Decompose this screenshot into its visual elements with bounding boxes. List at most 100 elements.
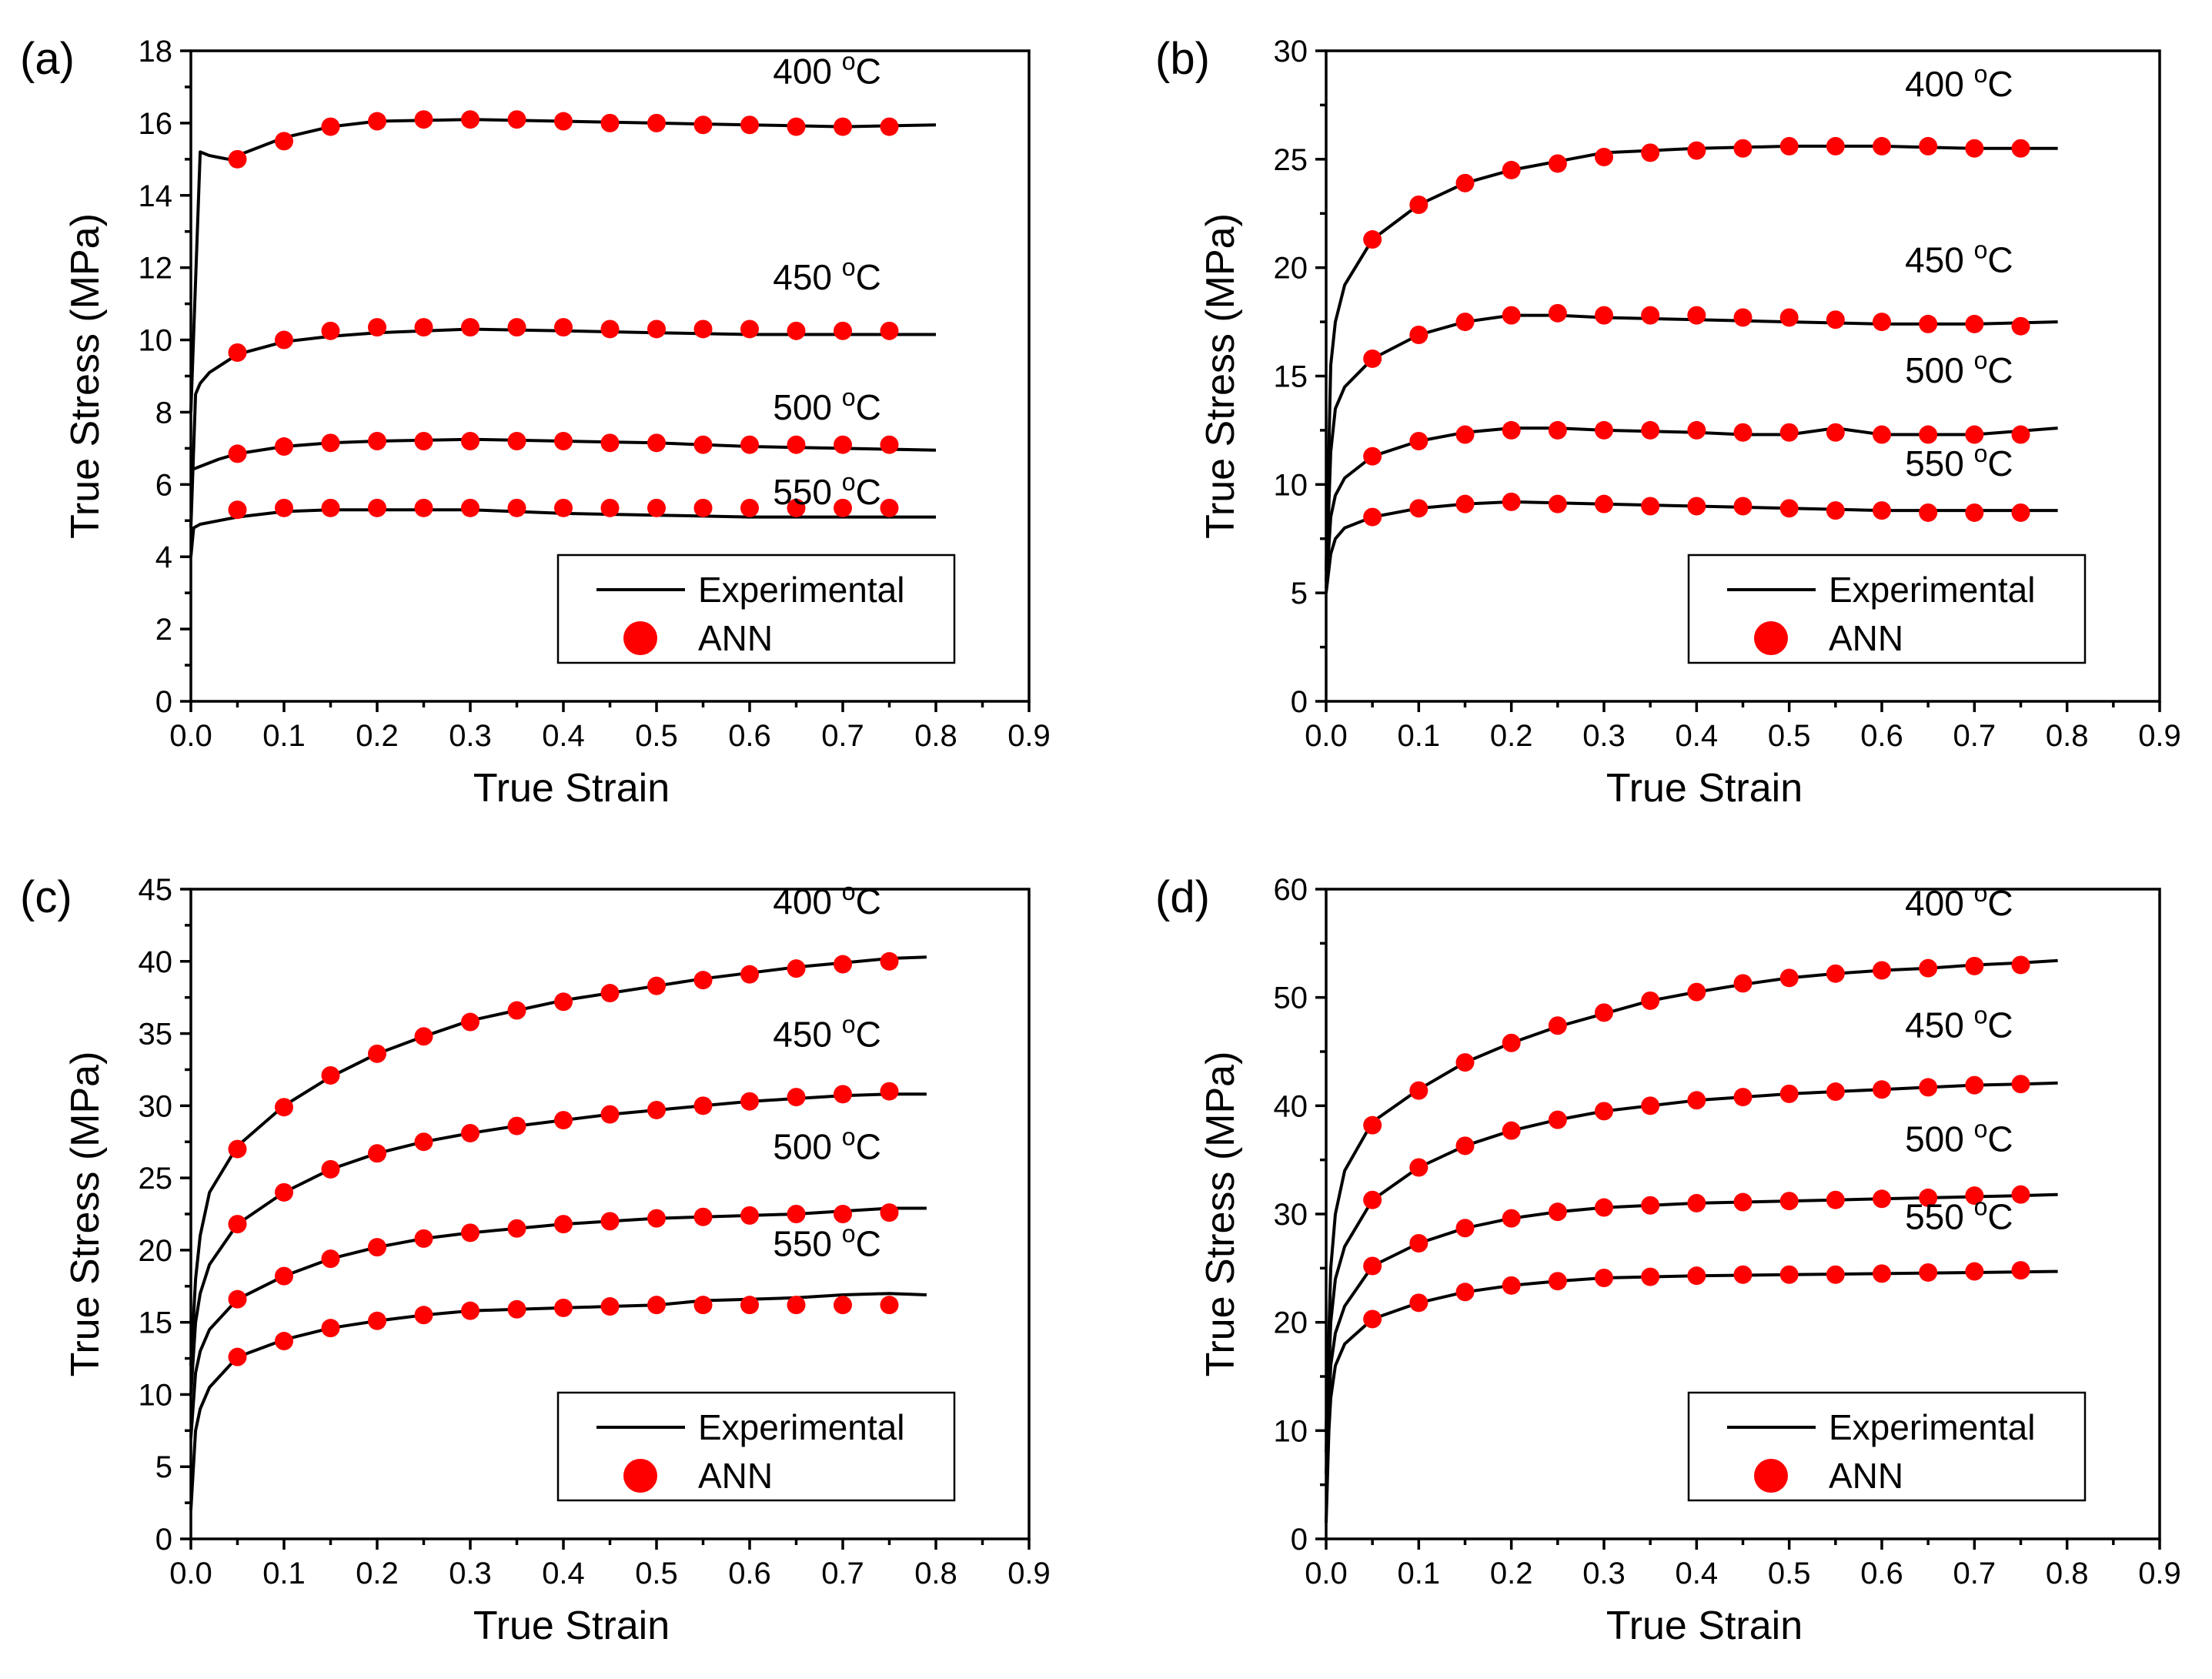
panel-b: 0.0 0.1 0.2 0.3 0.4 0.5 0.6 0.7 0.8 0.9 0 5 10 15 20 25… xyxy=(1155,34,2181,811)
ann-point xyxy=(1455,425,1475,444)
ann-point xyxy=(1873,1080,1891,1099)
series-500: 500 oC xyxy=(1325,346,2058,589)
legend: Experimental ANN xyxy=(556,1391,956,1502)
ann-point xyxy=(1409,1293,1428,1313)
y-tick-label: 0 xyxy=(1291,1523,1308,1557)
ann-point xyxy=(1965,1186,1984,1206)
ann-point xyxy=(880,1203,899,1222)
ann-point xyxy=(321,433,340,453)
x-tick-label: 0.5 xyxy=(1768,719,1811,753)
ann-point xyxy=(787,1296,806,1315)
x-tick-label: 0.0 xyxy=(1305,1557,1348,1590)
ann-point xyxy=(1363,349,1382,368)
legend-ann-label: ANN xyxy=(698,1456,773,1496)
ann-point xyxy=(1502,1209,1521,1228)
legend-ann-label: ANN xyxy=(1829,618,1903,658)
ann-point xyxy=(1641,497,1660,516)
ann-point xyxy=(1595,1268,1613,1287)
ann-point xyxy=(1919,136,1938,156)
ann-point xyxy=(600,1105,620,1124)
series-label: 550 oC xyxy=(1905,440,2013,483)
ann-point xyxy=(321,117,340,136)
ann-point xyxy=(414,498,433,517)
ann-point xyxy=(600,1212,620,1231)
legend: Experimental ANN xyxy=(1687,554,2087,664)
y-tick-label: 25 xyxy=(1274,143,1308,177)
x-tick-label: 0.5 xyxy=(1768,1557,1811,1590)
ann-point xyxy=(275,1098,293,1117)
ann-point xyxy=(1826,1190,1845,1209)
ann-point xyxy=(1733,497,1753,516)
ann-point xyxy=(1873,501,1891,520)
ann-point xyxy=(507,110,526,129)
ann-point xyxy=(1919,1263,1938,1282)
y-tick-label: 10 xyxy=(139,324,173,358)
ann-point xyxy=(507,1219,526,1238)
ann-point xyxy=(1733,974,1753,993)
x-tick-label: 0.2 xyxy=(356,1557,399,1590)
series-450: 450 oC xyxy=(1325,236,2058,583)
ann-point xyxy=(1363,1190,1382,1209)
ann-point xyxy=(1409,1158,1428,1177)
y-axis-title: True Stress (MPa) xyxy=(63,213,108,539)
ann-point xyxy=(1779,1192,1799,1211)
ann-point xyxy=(740,1092,759,1111)
ann-point xyxy=(1965,425,1984,444)
ann-point xyxy=(507,432,526,450)
x-tick-label: 0.2 xyxy=(356,719,399,753)
ann-point xyxy=(275,330,293,350)
series-label: 450 oC xyxy=(1905,1002,2013,1045)
ann-point xyxy=(1687,1266,1706,1286)
panel-d: 0.0 0.1 0.2 0.3 0.4 0.5 0.6 0.7 0.8 0.9 0 10 20 30 40 5… xyxy=(1155,872,2181,1648)
ann-point xyxy=(880,1296,899,1315)
ann-point xyxy=(1687,420,1706,440)
ann-point xyxy=(275,1182,293,1202)
x-tick-label: 0.6 xyxy=(1860,719,1903,753)
y-tick-label: 5 xyxy=(155,1450,172,1484)
x-tick-label: 0.4 xyxy=(542,1557,585,1590)
legend-dot-swatch xyxy=(623,1459,657,1493)
ann-point xyxy=(1779,136,1799,156)
ann-point xyxy=(1409,1081,1428,1100)
ann-point xyxy=(1409,432,1428,450)
ann-point xyxy=(414,318,433,337)
x-tick-label: 0.9 xyxy=(2138,1557,2181,1590)
series-label: 400 oC xyxy=(773,47,881,91)
ann-point xyxy=(1548,1272,1567,1291)
ann-point xyxy=(1502,1276,1521,1295)
x-tick-label: 0.1 xyxy=(1398,719,1441,753)
ann-point xyxy=(368,498,386,517)
ann-point xyxy=(554,992,573,1012)
x-axis-title: True Strain xyxy=(1606,766,1803,811)
ann-point xyxy=(1641,143,1660,162)
ann-point xyxy=(321,498,340,517)
ann-point xyxy=(2011,316,2030,336)
ann-point xyxy=(461,1012,479,1032)
ann-point xyxy=(1965,956,1984,975)
experimental-line-400 xyxy=(1325,144,2058,572)
series-550: 550 oC xyxy=(189,1219,927,1510)
y-tick-label: 20 xyxy=(139,1234,173,1268)
ann-point xyxy=(1873,1264,1891,1283)
ann-point xyxy=(647,1296,666,1315)
x-tick-label: 0.9 xyxy=(2138,719,2181,753)
ann-point xyxy=(2011,425,2030,444)
series-550: 550 oC xyxy=(1325,440,2058,594)
ann-point xyxy=(647,113,666,132)
series-label: 550 oC xyxy=(773,468,881,512)
ann-point xyxy=(1455,1053,1475,1072)
ann-point xyxy=(1733,308,1753,327)
ann-point xyxy=(554,1298,573,1317)
ann-point xyxy=(740,965,759,984)
x-tick-label: 0.1 xyxy=(1398,1557,1441,1590)
x-tick-label: 0.4 xyxy=(1676,719,1719,753)
ann-point xyxy=(1826,1082,1845,1102)
ann-point xyxy=(740,1296,759,1315)
ann-point xyxy=(647,319,666,339)
ann-point xyxy=(1965,1262,1984,1281)
ann-point xyxy=(554,112,573,131)
ann-point xyxy=(600,498,620,517)
y-tick-label: 15 xyxy=(139,1306,173,1340)
ann-point xyxy=(1733,139,1753,158)
